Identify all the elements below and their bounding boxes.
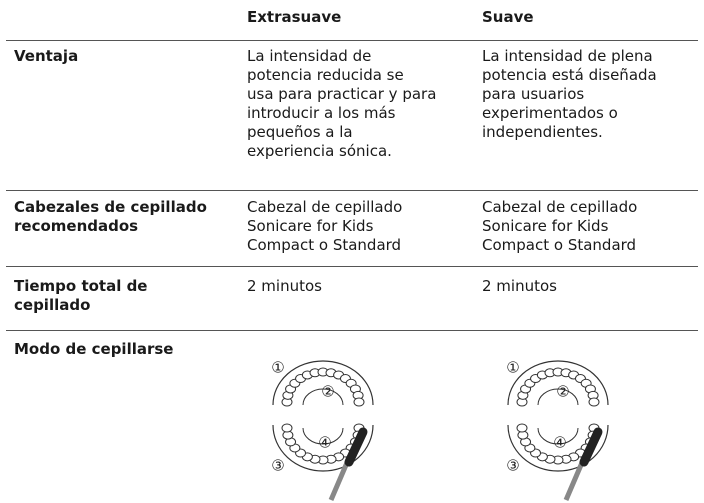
tooth	[353, 397, 365, 407]
row-label: Ventaja	[14, 47, 79, 65]
cell-text: potencia reducida se	[247, 66, 404, 84]
row-label: Tiempo total de	[14, 277, 148, 295]
step-number: ①	[506, 359, 519, 377]
step-number: ④	[318, 434, 331, 452]
column-header: Extrasuave	[247, 8, 342, 26]
tooth	[281, 423, 293, 433]
row-divider	[6, 266, 698, 267]
cell-text: Cabezal de cepillado	[247, 198, 403, 216]
row-divider	[6, 330, 698, 331]
cell-text: La intensidad de	[247, 47, 372, 65]
arrow-arc	[272, 424, 374, 472]
cell-text: usa para practicar y para	[247, 85, 437, 103]
column-header: Suave	[482, 8, 534, 26]
cell-text: Compact o Standard	[482, 236, 637, 254]
cell-text: Sonicare for Kids	[482, 217, 609, 235]
arrow-arc	[537, 388, 579, 406]
cell-text: experiencia sónica.	[247, 142, 392, 160]
arrow-arc	[507, 360, 609, 406]
cell-text: 2 minutos	[247, 277, 322, 295]
row-label: cepillado	[14, 296, 91, 314]
arrow-arc	[507, 424, 609, 472]
arrow-arc	[272, 360, 374, 406]
cell-text: La intensidad de plena	[482, 47, 653, 65]
cell-text: para usuarios	[482, 85, 585, 103]
row-label: recomendados	[14, 217, 139, 235]
cell-text: pequeños a la	[247, 123, 353, 141]
cell-text: introducir a los más	[247, 104, 396, 122]
toothbrush-head	[344, 427, 368, 467]
row-divider	[6, 190, 698, 191]
arrow-arc	[537, 427, 579, 445]
cell-text: experimentados o	[482, 104, 618, 122]
cell-text: independientes.	[482, 123, 603, 141]
row-label: Cabezales de cepillado	[14, 198, 207, 216]
step-number: ③	[271, 457, 284, 475]
arrow-arc	[302, 427, 344, 445]
cell-text: Cabezal de cepillado	[482, 198, 638, 216]
row-divider	[6, 40, 698, 41]
step-number: ①	[271, 359, 284, 377]
cell-text: 2 minutos	[482, 277, 557, 295]
step-number: ④	[553, 434, 566, 452]
step-number: ③	[506, 457, 519, 475]
row-label: Modo de cepillarse	[14, 340, 174, 358]
tooth	[588, 397, 600, 407]
cell-text: potencia está diseñada	[482, 66, 657, 84]
cell-text: Sonicare for Kids	[247, 217, 374, 235]
toothbrush-head	[579, 427, 603, 467]
arrow-arc	[302, 388, 344, 406]
step-number: ②	[321, 383, 334, 401]
cell-text: Compact o Standard	[247, 236, 402, 254]
step-number: ②	[556, 383, 569, 401]
tooth	[516, 423, 528, 433]
